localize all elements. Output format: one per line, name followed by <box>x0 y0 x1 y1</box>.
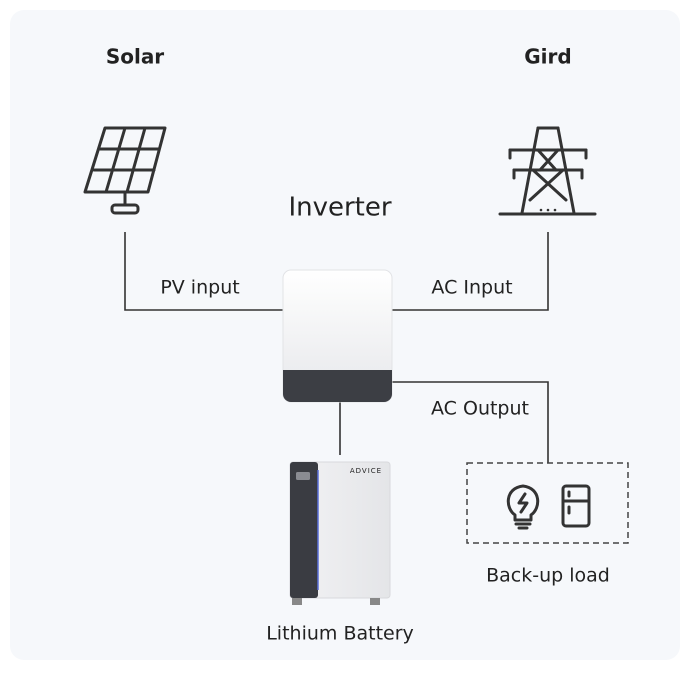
ac-out-label: AC Output <box>431 398 529 420</box>
battery-brand: ADVICE <box>350 467 382 475</box>
inverter <box>283 270 392 402</box>
battery <box>290 462 390 605</box>
inverter-label: Inverter <box>288 193 391 223</box>
load-label: Back-up load <box>486 565 610 587</box>
ac-in-label: AC Input <box>431 277 512 299</box>
grid-label: Gird <box>524 45 571 69</box>
solar-label: Solar <box>106 45 164 69</box>
pv-label: PV input <box>160 277 239 299</box>
battery-label: Lithium Battery <box>266 623 414 645</box>
diagram: Solar Gird Inverter PV input AC Input AC… <box>0 0 689 675</box>
